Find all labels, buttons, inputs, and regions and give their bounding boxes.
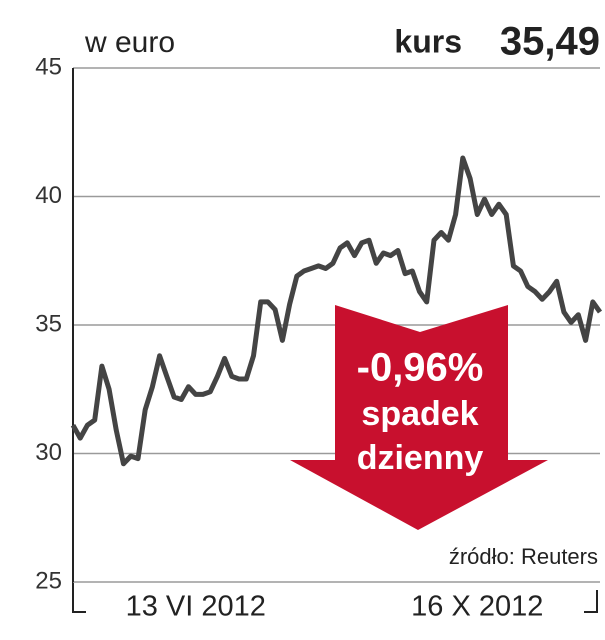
annotation: spadek [361,395,478,433]
chart-title: w euro [84,26,175,59]
price-label: kurs [394,23,462,59]
y-tick-label: 35 [35,310,62,337]
y-tick-label: 45 [35,53,62,80]
annotation: dzienny [357,439,484,477]
y-tick-label: 30 [35,439,62,466]
x-tick-label: 16 X 2012 [411,591,543,623]
x-tick-label: 13 VI 2012 [126,591,266,623]
y-tick-label: 40 [35,182,62,209]
source: źródło: Reuters [449,544,598,569]
price: 35,49 [500,20,600,64]
y-tick-label: 25 [35,567,62,594]
annotation: -0,96% [357,346,484,390]
price-line [70,155,603,467]
arrow [290,305,548,530]
axis-bracket [72,582,598,613]
